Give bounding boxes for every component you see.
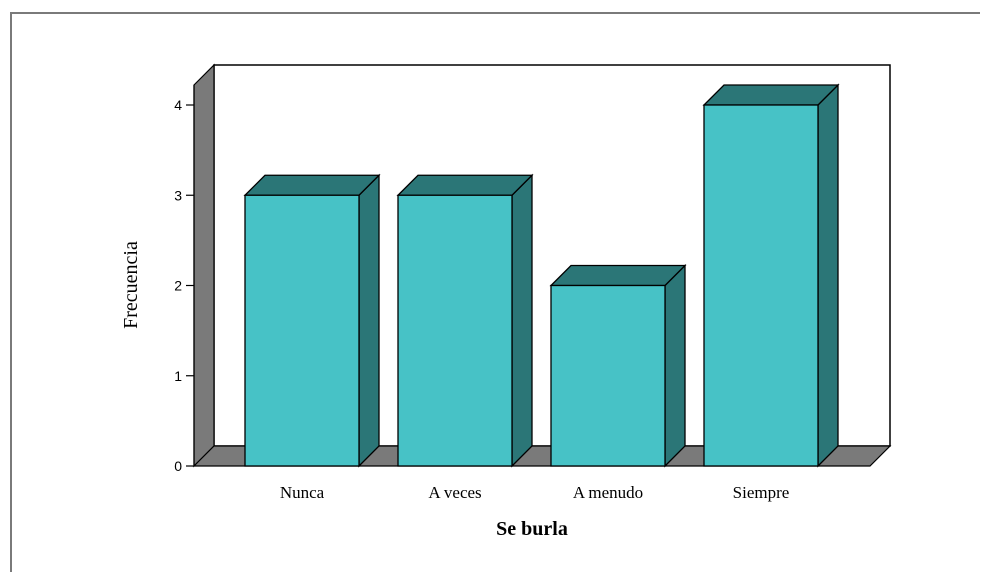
y-ticks: 0 1 2 3 4 [174,97,194,474]
y-tick-label: 4 [174,97,182,113]
x-tick-label: A menudo [573,483,643,502]
x-tick-labels: Nunca A veces A menudo Siempre [280,483,790,502]
bar-side [511,173,533,468]
bar-side [817,83,839,468]
bar-top [396,174,534,196]
bar-a-veces [396,173,534,468]
x-tick-label: Nunca [280,483,325,502]
y-tick-label: 1 [174,368,182,384]
x-axis-title: Se burla [496,518,568,540]
x-tick-label: A veces [428,483,481,502]
y-tick-label: 3 [174,187,182,203]
bar-top [243,174,381,196]
y-axis-title: Frecuencia [120,241,142,329]
bar-side [664,263,686,468]
bars [243,83,840,468]
bar-front [550,284,666,467]
side-wall [193,63,215,468]
bar-siempre [702,83,840,468]
y-tick-label: 0 [174,458,182,474]
bar-front [244,194,360,467]
y-tick-label: 2 [174,278,182,294]
bar-a-menudo [549,263,687,468]
bar-nunca [243,173,381,468]
bar-front [703,104,819,467]
bar-front [397,194,513,467]
bar-side [358,173,380,468]
bar-top [549,264,687,287]
bar-top [702,84,840,106]
x-tick-label: Siempre [733,483,790,502]
